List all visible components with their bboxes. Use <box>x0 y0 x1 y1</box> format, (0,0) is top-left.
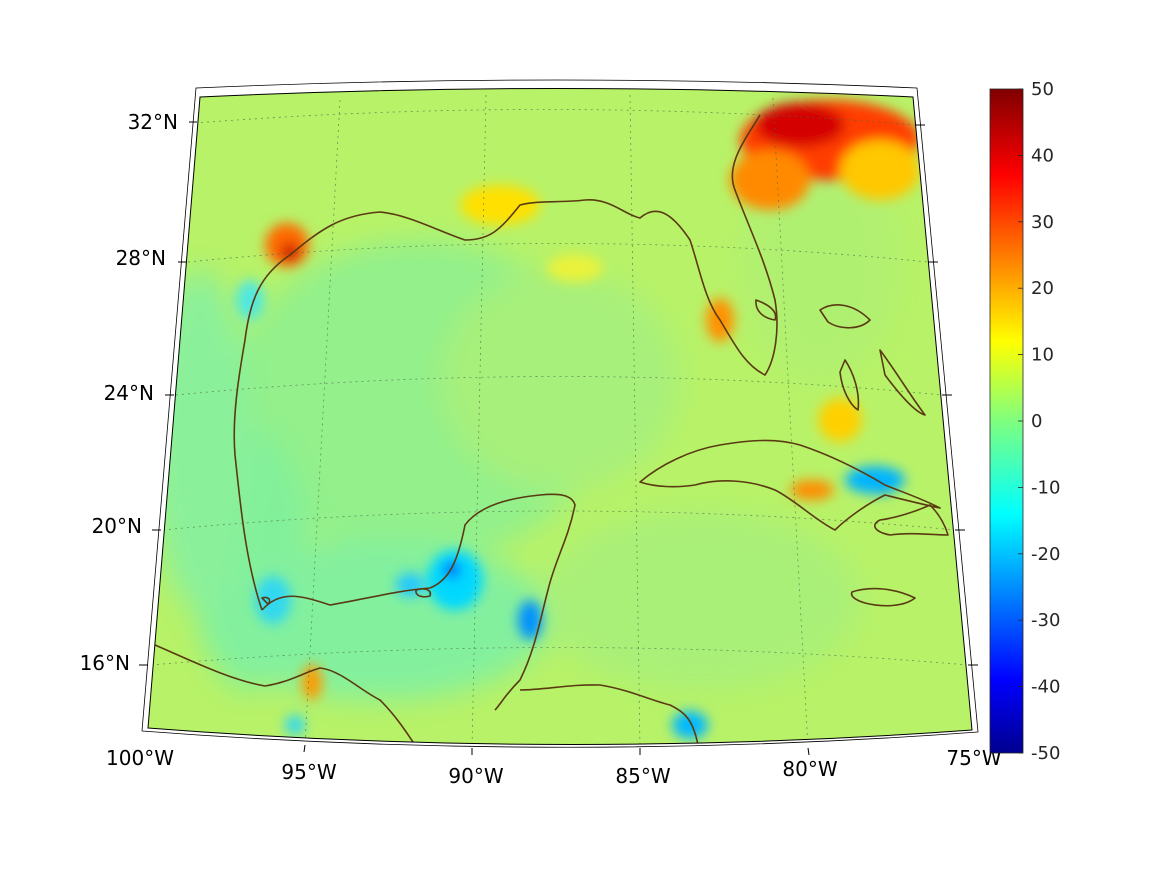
frame-ticks <box>139 121 978 756</box>
lon-label-80: 80°W <box>782 757 837 781</box>
colorbar-tick-label: -10 <box>1031 477 1060 498</box>
colorbar-tick-label: -40 <box>1031 677 1060 698</box>
lat-label-16: 16°N <box>80 651 130 675</box>
lat-label-28: 28°N <box>116 246 166 270</box>
lat-label-24: 24°N <box>104 381 154 405</box>
lat-label-20: 20°N <box>92 514 142 538</box>
colorbar-tick-label: 0 <box>1031 411 1042 432</box>
lat-labels: 32°N 28°N 24°N 20°N 16°N <box>80 110 178 675</box>
coastlines <box>154 114 949 745</box>
colorbar-tick-label: -50 <box>1031 743 1060 764</box>
lon-label-90: 90°W <box>448 764 503 788</box>
lat-label-32: 32°N <box>128 110 178 134</box>
map-frame-outer <box>141 79 979 748</box>
map-field <box>148 88 972 745</box>
colorbar-tick-label: 30 <box>1031 212 1054 233</box>
colorbar-tick-label: 40 <box>1031 145 1054 166</box>
colorbar-ramp <box>989 88 1024 754</box>
colorbar-tick-label: 50 <box>1031 79 1054 100</box>
hot-spots <box>265 100 920 700</box>
colorbar: 50 40 30 20 10 0 -10 -20 -30 -40 -50 <box>989 79 1060 764</box>
lon-label-85: 85°W <box>615 764 670 788</box>
lon-labels: 100°W 95°W 90°W 85°W 80°W 75°W <box>106 746 1002 788</box>
colorbar-ticks <box>1018 88 1023 754</box>
colorbar-tick-label: 20 <box>1031 278 1054 299</box>
map-frame <box>147 88 973 746</box>
colorbar-tick-label: 10 <box>1031 345 1054 366</box>
colorbar-tick-label: -30 <box>1031 610 1060 631</box>
lon-label-100: 100°W <box>106 746 174 770</box>
colorbar-labels: 50 40 30 20 10 0 -10 -20 -30 -40 -50 <box>1031 79 1060 764</box>
colorbar-tick-label: -20 <box>1031 544 1060 565</box>
graticule <box>150 94 969 745</box>
lon-label-95: 95°W <box>281 760 336 784</box>
